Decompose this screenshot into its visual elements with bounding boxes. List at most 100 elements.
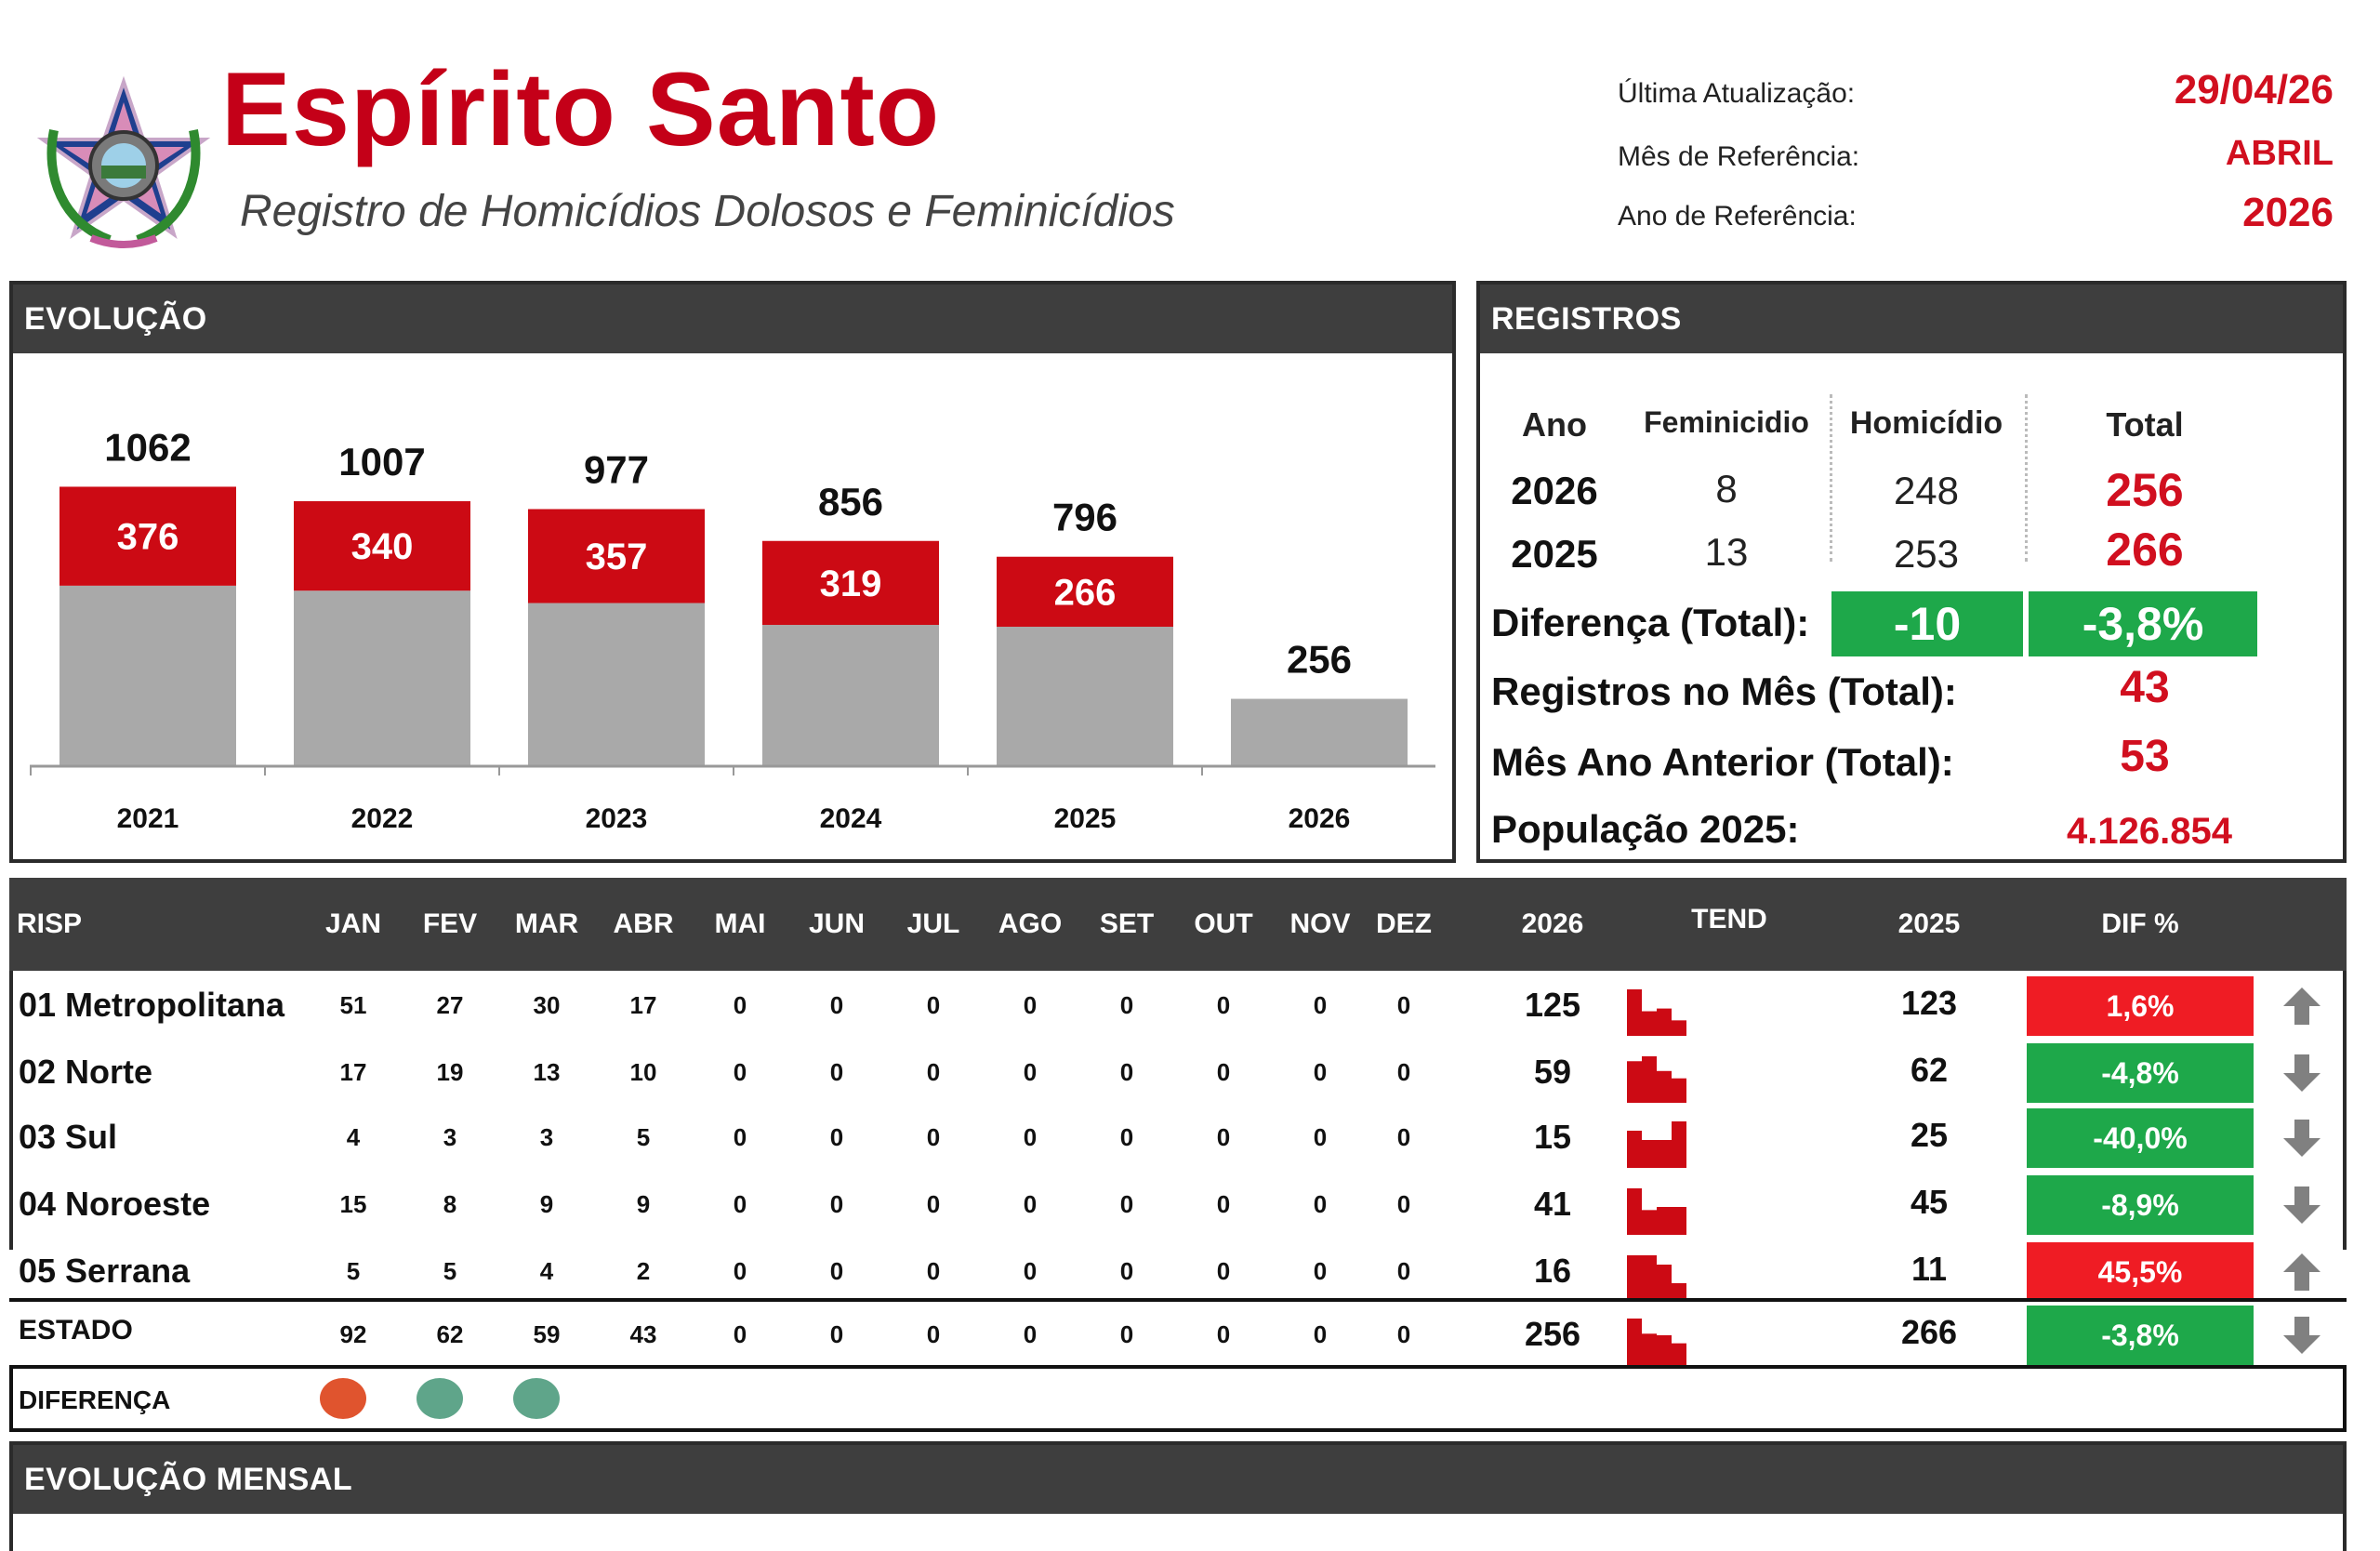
page-title: Espírito Santo <box>221 51 941 167</box>
risp-2025-row-0: 123 <box>1900 984 1958 1022</box>
trend-sparkline-icon <box>1627 1121 1686 1168</box>
risp-cell-total-jul: 0 <box>926 1320 941 1348</box>
reg-hom-2026: 248 <box>1893 469 1960 512</box>
risp-dif-total: -3,8% <box>2027 1306 2254 1365</box>
risp-cell-row-1-jul: 0 <box>926 1058 941 1086</box>
mensal-panel: EVOLUÇÃO MENSAL <box>9 1441 2347 1551</box>
risp-cell-row-3-abr: 9 <box>636 1190 651 1218</box>
diferenca-dot-jan <box>320 1378 366 1419</box>
risp-cell-row-4-ago: 0 <box>1023 1257 1038 1285</box>
risp-header-month-mai: MAI <box>714 908 766 939</box>
risp-cell-row-1-fev: 19 <box>436 1058 464 1086</box>
reg-fem-2025: 13 <box>1704 530 1749 574</box>
risp-header-month-mar: MAR <box>514 908 579 939</box>
diferenca-dot-mar <box>513 1378 560 1419</box>
trend-sparkline-icon <box>1627 1255 1686 1302</box>
total-label-2026: 256 <box>1287 638 1352 682</box>
reg-header-ano: Ano <box>1522 405 1587 444</box>
risp-cell-row-2-jan: 4 <box>346 1123 361 1151</box>
risp-2025-row-2: 25 <box>1910 1116 1949 1154</box>
state-emblem <box>36 75 211 248</box>
risp-cell-row-2-jul: 0 <box>926 1123 941 1151</box>
risp-cell-row-1-dez: 0 <box>1396 1058 1411 1086</box>
risp-cell-row-1-jan: 17 <box>339 1058 367 1086</box>
risp-header-month-abr: ABR <box>613 908 674 939</box>
bar-gray-2022 <box>294 590 470 766</box>
page-subtitle: Registro de Homicídios Dolosos e Feminic… <box>240 187 1175 236</box>
risp-cell-total-set: 0 <box>1119 1320 1134 1348</box>
risp-name-row-4: 05 Serrana <box>19 1252 191 1290</box>
reg-header-total: Total <box>2106 405 2184 444</box>
registros-panel: REGISTROS Ano Feminicidio Homicídio Tota… <box>1476 281 2347 863</box>
reg-diferenca-label: Diferença (Total): <box>1491 601 1810 644</box>
risp-cell-row-2-fev: 3 <box>443 1123 457 1151</box>
segment-label-2023: 357 <box>586 537 648 577</box>
bar-red-2024 <box>762 540 939 626</box>
total-label-2021: 1062 <box>104 425 191 469</box>
reg-mes-value: 43 <box>2120 663 2170 712</box>
risp-cell-row-1-set: 0 <box>1119 1058 1134 1086</box>
risp-table: RISP JAN FEV MAR ABR MAI JUN JUL AGO SET OUT NOV DE… <box>9 878 2347 1436</box>
segment-label-2021: 376 <box>117 517 179 558</box>
risp-cell-row-1-ago: 0 <box>1023 1058 1038 1086</box>
risp-header-month-jun: JUN <box>808 908 865 939</box>
meta-label-month: Mês de Referência: <box>1618 141 1860 172</box>
reg-populacao-label: População 2025: <box>1491 807 1800 851</box>
risp-cell-row-0-nov: 0 <box>1313 991 1328 1019</box>
risp-cell-row-0-mar: 30 <box>533 991 561 1019</box>
reg-header-feminicidio: Feminicidio <box>1644 405 1809 439</box>
meta-value-updated: 29/04/26 <box>2174 67 2334 113</box>
risp-name-row-0: 01 Metropolitana <box>19 986 285 1024</box>
risp-header-month-out: OUT <box>1194 908 1253 939</box>
diferenca-label: DIFERENÇA <box>19 1385 171 1414</box>
reg-mes-label: Registros no Mês (Total): <box>1491 669 1957 713</box>
arrow-down-icon <box>2283 1120 2320 1157</box>
risp-cell-row-1-mai: 0 <box>733 1058 747 1086</box>
risp-cell-row-3-set: 0 <box>1119 1190 1134 1218</box>
risp-cell-row-0-mai: 0 <box>733 991 747 1019</box>
risp-cell-row-4-mai: 0 <box>733 1257 747 1285</box>
risp-name-row-3: 04 Noroeste <box>19 1185 211 1223</box>
risp-header-row <box>9 878 2347 971</box>
risp-cell-row-2-dez: 0 <box>1396 1123 1411 1151</box>
risp-cell-row-3-dez: 0 <box>1396 1190 1411 1218</box>
reg-diferenca-abs: -10 <box>1831 591 2023 656</box>
x-tick-2025: 2025 <box>1054 803 1117 834</box>
risp-cell-row-2-out: 0 <box>1216 1123 1231 1151</box>
risp-cell-row-3-jul: 0 <box>926 1190 941 1218</box>
x-tick-2021: 2021 <box>117 803 179 834</box>
risp-cell-row-3-out: 0 <box>1216 1190 1231 1218</box>
trend-sparkline-icon <box>1627 1188 1686 1235</box>
x-tick-2022: 2022 <box>351 803 414 834</box>
risp-cell-row-4-jun: 0 <box>829 1257 844 1285</box>
reg-anterior-value: 53 <box>2120 732 2170 781</box>
arrow-down-icon <box>2283 1186 2320 1224</box>
risp-header-2025: 2025 <box>1897 908 1961 939</box>
diferenca-row <box>9 1365 2347 1432</box>
bar-red-2023 <box>528 509 705 603</box>
risp-header-month-jan: JAN <box>324 908 381 939</box>
reg-year-2026: 2026 <box>1511 469 1598 512</box>
meta-value-year: 2026 <box>2242 190 2334 235</box>
arrow-up-icon <box>2283 1253 2320 1291</box>
risp-header-month-ago: AGO <box>998 908 1063 939</box>
total-label-2022: 1007 <box>338 440 425 484</box>
meta-label-updated: Última Atualização: <box>1618 78 1856 109</box>
risp-2026-row-4: 16 <box>1533 1252 1572 1290</box>
risp-cell-total-dez: 0 <box>1396 1320 1411 1348</box>
x-tick-2026: 2026 <box>1289 803 1351 834</box>
risp-cell-row-0-fev: 27 <box>436 991 464 1019</box>
risp-cell-total-jan: 92 <box>339 1320 367 1348</box>
risp-header-risp: RISP <box>17 908 83 939</box>
risp-header-month-dez: DEZ <box>1376 908 1432 939</box>
risp-cell-row-1-abr: 10 <box>629 1058 657 1086</box>
risp-2026-row-1: 59 <box>1533 1053 1572 1091</box>
evolucao-header: EVOLUÇÃO <box>13 285 1452 353</box>
bar-gray-2025 <box>997 627 1173 766</box>
risp-cell-total-fev: 62 <box>436 1320 464 1348</box>
risp-cell-row-2-jun: 0 <box>829 1123 844 1151</box>
reg-header-homicidio: Homicídio <box>1849 405 2003 441</box>
risp-2025-row-1: 62 <box>1910 1051 1949 1089</box>
registros-header: REGISTROS <box>1480 285 2343 353</box>
risp-dif-row-0: 1,6% <box>2027 976 2254 1036</box>
